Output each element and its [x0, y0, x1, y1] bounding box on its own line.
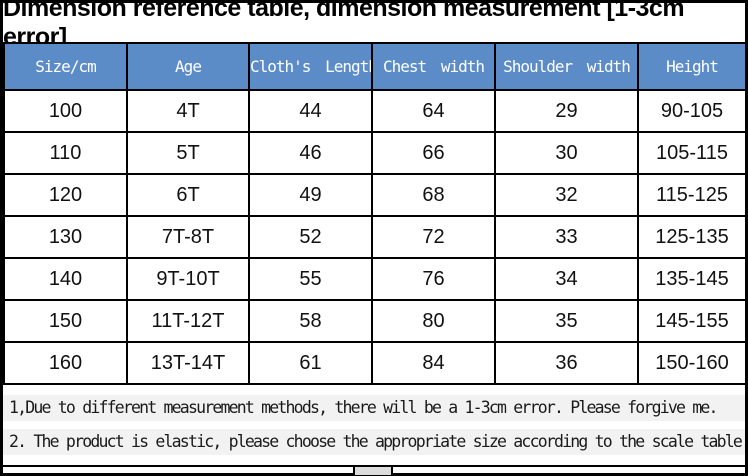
cell-height: 135-145: [637, 257, 747, 301]
size-table-body: 100 4T 44 64 29 90-105 110 5T 46 66 30 1…: [3, 89, 747, 385]
cell-height: 125-135: [637, 215, 747, 259]
cell-height: 145-155: [637, 299, 747, 343]
cell-length: 61: [248, 341, 373, 385]
cell-age: 6T: [126, 173, 250, 217]
cell-shoulder: 32: [494, 173, 639, 217]
note-elastic-sizing: 2. The product is elastic, please choose…: [3, 429, 745, 455]
table-row: 140 9T-10T 55 76 34 135-145: [3, 257, 747, 301]
cell-chest: 84: [371, 341, 496, 385]
cell-shoulder: 34: [494, 257, 639, 301]
cell-length: 46: [248, 131, 373, 175]
cell-size: 130: [3, 215, 128, 259]
cell-age: 5T: [126, 131, 250, 175]
cell-shoulder: 35: [494, 299, 639, 343]
size-table-header: Size/cm Age Cloth's Length Chest width S…: [3, 42, 747, 91]
cell-length: 44: [248, 89, 373, 133]
cell-length: 49: [248, 173, 373, 217]
cell-length: 52: [248, 215, 373, 259]
cell-length: 55: [248, 257, 373, 301]
notes-section: 1,Due to different measurement methods, …: [3, 385, 745, 465]
table-row: 130 7T-8T 52 72 33 125-135: [3, 215, 747, 259]
cell-chest: 72: [371, 215, 496, 259]
col-header-length: Cloth's Length: [248, 42, 373, 91]
cell-chest: 66: [371, 131, 496, 175]
cell-length: 58: [248, 299, 373, 343]
cell-height: 115-125: [637, 173, 747, 217]
size-table: Size/cm Age Cloth's Length Chest width S…: [3, 42, 747, 385]
cell-age: 11T-12T: [126, 299, 250, 343]
cell-size: 140: [3, 257, 128, 301]
col-header-shoulder: Shoulder width: [494, 42, 639, 91]
note-measurement-error: 1,Due to different measurement methods, …: [3, 395, 745, 421]
cell-height: 150-160: [637, 341, 747, 385]
table-row: 150 11T-12T 58 80 35 145-155: [3, 299, 747, 343]
header-row: Size/cm Age Cloth's Length Chest width S…: [3, 42, 747, 91]
table-row: 160 13T-14T 61 84 36 150-160: [3, 341, 747, 385]
cell-age: 9T-10T: [126, 257, 250, 301]
cell-size: 110: [3, 131, 128, 175]
table-row: 110 5T 46 66 30 105-115: [3, 131, 747, 175]
col-header-height: Height: [637, 42, 747, 91]
col-header-size: Size/cm: [3, 42, 128, 91]
cell-height: 105-115: [637, 131, 747, 175]
cell-age: 13T-14T: [126, 341, 250, 385]
cell-size: 160: [3, 341, 128, 385]
cell-shoulder: 33: [494, 215, 639, 259]
col-header-age: Age: [126, 42, 250, 91]
cell-size: 150: [3, 299, 128, 343]
cell-height: 90-105: [637, 89, 747, 133]
cell-chest: 80: [371, 299, 496, 343]
cell-chest: 64: [371, 89, 496, 133]
cell-size: 120: [3, 173, 128, 217]
cropped-next-row: [3, 465, 745, 475]
cell-shoulder: 30: [494, 131, 639, 175]
cell-size: 100: [3, 89, 128, 133]
cell-age: 4T: [126, 89, 250, 133]
col-header-chest: Chest width: [371, 42, 496, 91]
chart-title: Dimension reference table, dimension mea…: [3, 0, 745, 51]
table-row: 120 6T 49 68 32 115-125: [3, 173, 747, 217]
cell-chest: 76: [371, 257, 496, 301]
cell-age: 7T-8T: [126, 215, 250, 259]
cell-shoulder: 29: [494, 89, 639, 133]
cropped-cell: [353, 467, 393, 475]
cell-shoulder: 36: [494, 341, 639, 385]
table-row: 100 4T 44 64 29 90-105: [3, 89, 747, 133]
cell-chest: 68: [371, 173, 496, 217]
